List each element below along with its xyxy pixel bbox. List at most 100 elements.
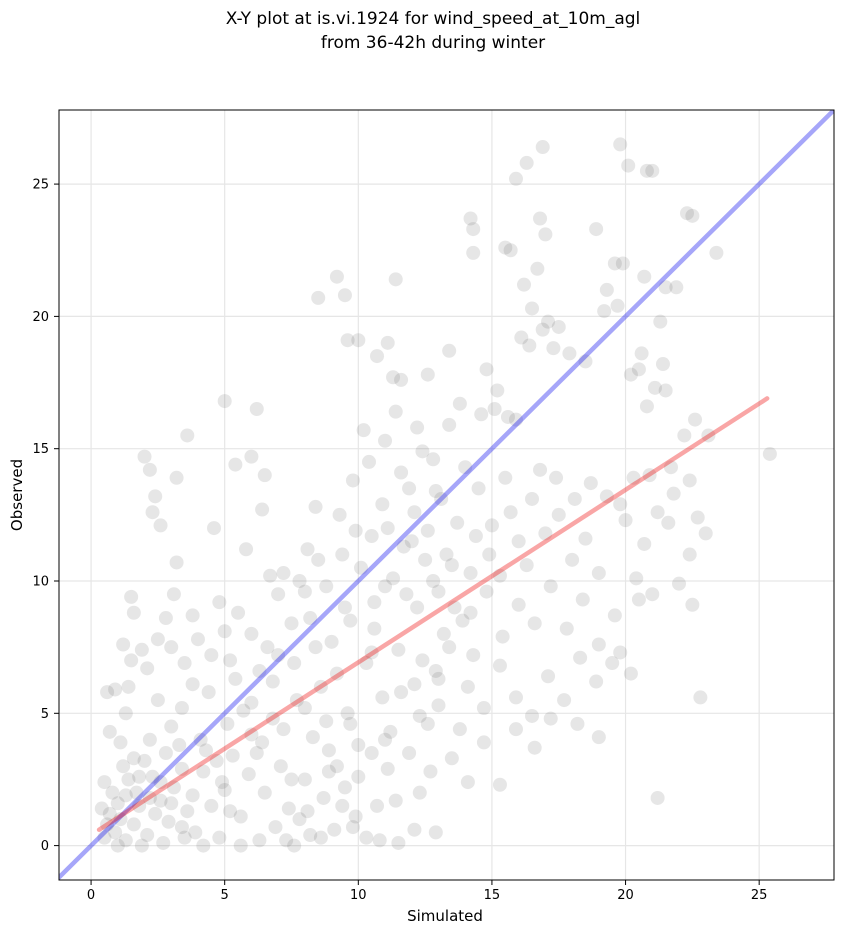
scatter-point	[241, 767, 256, 782]
scatter-point	[466, 648, 481, 663]
scatter-point	[343, 613, 358, 628]
scatter-point	[479, 584, 494, 599]
scatter-point	[204, 798, 219, 813]
x-tick-label: 25	[751, 888, 768, 903]
scatter-point	[116, 759, 131, 774]
scatter-point	[297, 584, 312, 599]
scatter-point	[543, 711, 558, 726]
scatter-point	[613, 137, 628, 152]
scatter-point	[458, 460, 473, 475]
scatter-point	[174, 761, 189, 776]
scatter-point	[329, 759, 344, 774]
scatter-point	[541, 669, 556, 684]
scatter-point	[345, 473, 360, 488]
scatter-point	[297, 772, 312, 787]
scatter-point	[196, 764, 211, 779]
scatter-point	[693, 690, 708, 705]
scatter-point	[621, 158, 636, 173]
scatter-point	[637, 536, 652, 551]
scatter-point	[709, 245, 724, 260]
scatter-point	[535, 322, 550, 337]
y-axis-label: Observed	[8, 459, 26, 531]
chart-title-line-2: from 36-42h during winter	[321, 33, 545, 53]
scatter-point	[391, 642, 406, 657]
scatter-point	[108, 682, 123, 697]
scatter-point	[252, 833, 267, 848]
scatter-point	[682, 547, 697, 562]
scatter-point	[439, 547, 454, 562]
scatter-point	[500, 409, 515, 424]
scatter-point	[185, 608, 200, 623]
scatter-point	[415, 653, 430, 668]
scatter-point	[605, 656, 620, 671]
scatter-point	[583, 476, 598, 491]
scatter-point	[204, 648, 219, 663]
scatter-point	[164, 640, 179, 655]
scatter-point	[447, 600, 462, 615]
scatter-point	[257, 468, 272, 483]
scatter-point	[463, 605, 478, 620]
scatter-point	[378, 433, 393, 448]
scatter-point	[161, 814, 176, 829]
scatter-point	[418, 552, 433, 567]
scatter-point	[682, 473, 697, 488]
scatter-point	[343, 716, 358, 731]
scatter-point	[340, 706, 355, 721]
x-axis-label: Simulated	[407, 907, 483, 925]
scatter-point	[150, 632, 165, 647]
scatter-point	[134, 642, 149, 657]
scatter-point	[562, 346, 577, 361]
scatter-point	[353, 560, 368, 575]
scatter-point	[244, 626, 259, 641]
scatter-point	[388, 272, 403, 287]
scatter-points	[94, 137, 777, 853]
scatter-point	[351, 769, 366, 784]
reference-lines	[59, 110, 834, 880]
scatter-point	[137, 449, 152, 464]
scatter-point	[386, 370, 401, 385]
scatter-point	[236, 703, 251, 718]
scatter-point	[121, 679, 136, 694]
scatter-point	[508, 412, 523, 427]
scatter-point	[533, 211, 548, 226]
scatter-point	[589, 222, 604, 237]
scatter-point	[94, 801, 109, 816]
scatter-point	[321, 743, 336, 758]
scatter-point	[527, 740, 542, 755]
scatter-point	[407, 677, 422, 692]
scatter-point	[428, 663, 443, 678]
scatter-point	[394, 465, 409, 480]
scatter-point	[287, 656, 302, 671]
scatter-point	[351, 333, 366, 348]
scatter-point	[426, 573, 441, 588]
scatter-point	[300, 542, 315, 557]
scatter-point	[140, 661, 155, 676]
scatter-point	[578, 354, 593, 369]
scatter-point	[452, 722, 467, 737]
scatter-point	[426, 452, 441, 467]
scatter-point	[231, 605, 246, 620]
scatter-point	[503, 505, 518, 520]
scatter-point	[495, 629, 510, 644]
scatter-point	[559, 621, 574, 636]
scatter-point	[198, 743, 213, 758]
scatter-point	[142, 462, 157, 477]
plot-area	[59, 110, 834, 880]
scatter-point	[420, 367, 435, 382]
scatter-point	[541, 314, 556, 329]
scatter-point	[634, 346, 649, 361]
scatter-point	[503, 243, 518, 258]
y-tick-label: 20	[32, 310, 49, 325]
scatter-point	[225, 748, 240, 763]
scatter-point	[546, 341, 561, 356]
scatter-point	[573, 650, 588, 665]
scatter-point	[420, 523, 435, 538]
scatter-point	[394, 685, 409, 700]
scatter-point	[519, 558, 534, 573]
scatter-point	[372, 833, 387, 848]
scatter-point	[359, 656, 374, 671]
scatter-point	[410, 420, 425, 435]
scatter-point	[434, 491, 449, 506]
scatter-point	[530, 261, 545, 276]
scatter-point	[388, 404, 403, 419]
